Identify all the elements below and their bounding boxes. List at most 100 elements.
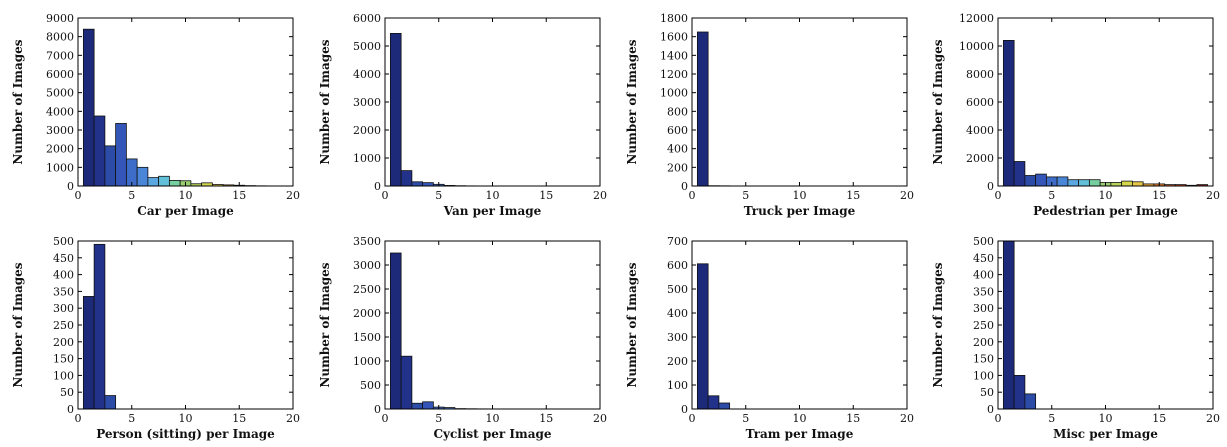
x-tick-label: 5 xyxy=(128,412,135,425)
y-tick-label: 700 xyxy=(667,235,688,248)
histogram-6: 0 5 10 15 20 0 500 1000 1500 2000 2500 3000 3500 Cycl… xyxy=(307,223,613,446)
y-tick-label: 1600 xyxy=(660,31,688,44)
x-tick-label: 20 xyxy=(900,412,914,425)
y-axis-label: Number of Images xyxy=(318,39,332,164)
y-tick-label: 300 xyxy=(53,302,74,315)
y-tick-label: 300 xyxy=(973,302,994,315)
bar xyxy=(389,252,402,410)
y-tick-label: 250 xyxy=(973,319,994,332)
y-tick-label: 0 xyxy=(681,403,688,416)
y-axis-label: Number of Images xyxy=(625,39,639,164)
y-tick-label: 6000 xyxy=(353,12,381,25)
y-tick-label: 500 xyxy=(667,283,688,296)
x-tick-label: 20 xyxy=(593,412,607,425)
y-tick-label: 350 xyxy=(53,285,74,298)
bar xyxy=(1078,179,1091,187)
x-axis-label: Cyclist per Image xyxy=(433,427,551,441)
x-tick-label: 15 xyxy=(539,189,553,202)
y-tick-label: 5000 xyxy=(46,87,74,100)
bar xyxy=(696,31,709,187)
x-tick-label: 20 xyxy=(286,412,300,425)
bar xyxy=(411,402,423,410)
y-tick-label: 9000 xyxy=(46,12,74,25)
y-tick-label: 0 xyxy=(987,180,994,193)
y-tick-label: 450 xyxy=(973,252,994,265)
y-tick-label: 250 xyxy=(53,319,74,332)
x-tick-label: 15 xyxy=(846,189,860,202)
x-tick-label: 0 xyxy=(75,189,82,202)
histogram-svg: 0 5 10 15 20050100150200250300350400450500Pe… xyxy=(11,235,300,441)
y-tick-label: 3500 xyxy=(353,235,381,248)
y-tick-label: 350 xyxy=(973,285,994,298)
y-tick-label: 4000 xyxy=(353,68,381,81)
x-axis-label: Person (sitting) per Image xyxy=(96,427,275,441)
y-tick-label: 0 xyxy=(374,180,381,193)
x-axis-label: Misc per Image xyxy=(1053,427,1158,441)
plot-frame xyxy=(384,240,601,410)
y-tick-label: 2000 xyxy=(353,307,381,320)
plot-frame xyxy=(384,17,601,187)
y-tick-label: 3000 xyxy=(353,96,381,109)
x-axis-label: Van per Image xyxy=(442,204,541,218)
y-axis-label: Number of Images xyxy=(318,262,332,387)
y-tick-label: 400 xyxy=(973,269,994,282)
plot-frame xyxy=(997,17,1214,187)
histogram-2: 0 5 10 15 20 0 1000 2000 3000 4000 5000 6000 Van per… xyxy=(307,0,613,223)
histogram-svg: 0 5 10 15 20 0 2000 4000 6000 8000 10000 12000 Pedes… xyxy=(931,12,1220,218)
histogram-7: 0 5 10 15 20 0 100 200 300 400 500 600 700 Tram per I… xyxy=(614,223,920,446)
histogram-svg: 0 5 10 15 20 0 500 1000 1500 2000 2500 3000 3500 Cycl… xyxy=(318,235,607,441)
x-tick-label: 10 xyxy=(1099,189,1113,202)
x-tick-label: 0 xyxy=(75,412,82,425)
x-tick-label: 20 xyxy=(900,189,914,202)
y-tick-label: 0 xyxy=(67,403,74,416)
bar xyxy=(82,296,95,410)
y-tick-label: 1800 xyxy=(660,12,688,25)
x-tick-label: 15 xyxy=(232,189,246,202)
y-tick-label: 600 xyxy=(667,124,688,137)
x-tick-label: 10 xyxy=(1099,412,1113,425)
y-axis-label: Number of Images xyxy=(11,39,25,164)
y-tick-label: 150 xyxy=(973,353,994,366)
x-tick-label: 10 xyxy=(485,412,499,425)
x-tick-label: 20 xyxy=(593,189,607,202)
y-tick-label: 1000 xyxy=(46,161,74,174)
x-tick-label: 15 xyxy=(539,412,553,425)
y-tick-label: 2000 xyxy=(353,124,381,137)
y-tick-label: 4000 xyxy=(966,124,994,137)
y-tick-label: 800 xyxy=(667,105,688,118)
x-axis-label: Truck per Image xyxy=(743,204,855,218)
x-tick-label: 15 xyxy=(846,412,860,425)
bar xyxy=(389,33,402,187)
histogram-svg: 0 5 10 15 20050100150200250300350400450500Mi… xyxy=(931,235,1220,441)
x-tick-label: 5 xyxy=(1049,189,1056,202)
y-tick-label: 8000 xyxy=(46,31,74,44)
bar xyxy=(717,402,730,410)
bar xyxy=(158,175,170,187)
x-tick-label: 0 xyxy=(381,412,388,425)
x-tick-label: 5 xyxy=(128,189,135,202)
y-axis-label: Number of Images xyxy=(931,262,945,387)
bar xyxy=(1056,176,1069,187)
y-tick-label: 100 xyxy=(667,379,688,392)
x-tick-label: 0 xyxy=(688,189,695,202)
y-tick-label: 400 xyxy=(667,143,688,156)
bar xyxy=(696,263,709,410)
bar xyxy=(104,145,117,187)
plot-frame xyxy=(77,240,294,410)
y-tick-label: 1000 xyxy=(353,152,381,165)
y-axis-label: Number of Images xyxy=(625,262,639,387)
x-tick-label: 5 xyxy=(435,412,442,425)
y-tick-label: 500 xyxy=(973,235,994,248)
y-tick-label: 2000 xyxy=(46,143,74,156)
y-tick-label: 1400 xyxy=(660,49,688,62)
bar xyxy=(1089,179,1101,187)
x-tick-label: 15 xyxy=(232,412,246,425)
y-tick-label: 0 xyxy=(67,180,74,193)
plot-frame xyxy=(691,240,907,410)
y-tick-label: 450 xyxy=(53,252,74,265)
y-tick-label: 1200 xyxy=(660,68,688,81)
y-tick-label: 2000 xyxy=(966,152,994,165)
bar xyxy=(93,115,106,187)
